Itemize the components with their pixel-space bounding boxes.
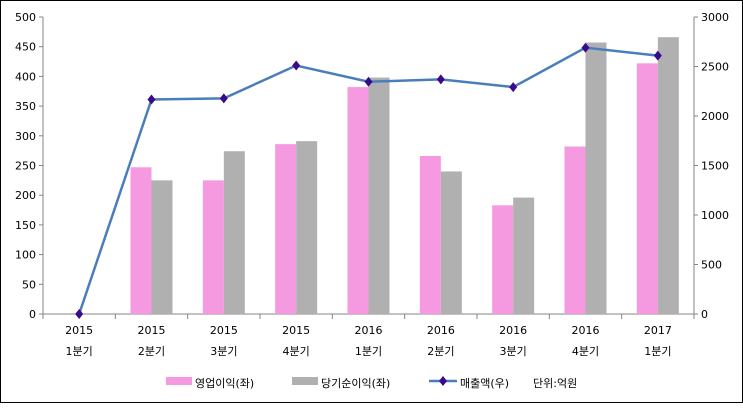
x-tick-label-year: 2016 (572, 324, 600, 337)
right-tick-label: 2500 (701, 61, 729, 74)
revenue-marker (292, 60, 301, 71)
right-tick-label: 0 (701, 308, 708, 321)
legend-label-net-income: 당기순이익(좌) (321, 377, 390, 390)
legend-label-revenue: 매출액(우) (460, 377, 509, 390)
left-tick-label: 200 (15, 189, 36, 202)
bar-net-income (585, 42, 607, 315)
x-tick-label-year: 2015 (138, 324, 166, 337)
legend-marker-revenue (439, 376, 447, 386)
left-tick-label: 0 (29, 308, 36, 321)
x-tick-label-year: 2016 (427, 324, 455, 337)
left-tick-label: 400 (15, 70, 36, 83)
x-tick-label-quarter: 2분기 (427, 345, 454, 358)
right-tick-label: 1000 (701, 209, 729, 222)
x-tick-label-quarter: 3분기 (500, 345, 527, 358)
revenue-marker (75, 309, 84, 319)
left-tick-label: 100 (15, 249, 36, 262)
bar-operating-profit (202, 180, 224, 314)
left-tick-label: 450 (15, 41, 36, 54)
left-tick-label: 150 (15, 219, 36, 232)
bar-net-income (440, 171, 462, 314)
right-tick-label: 2000 (701, 110, 729, 123)
left-tick-label: 300 (15, 130, 36, 143)
unit-note: 단위:억원 (533, 377, 577, 390)
bar-operating-profit (636, 63, 658, 314)
legend-swatch-operating-profit (166, 377, 192, 385)
x-tick-label-quarter: 1분기 (644, 345, 671, 358)
left-tick-label: 250 (15, 160, 36, 173)
bar-net-income (513, 197, 535, 314)
bar-net-income (368, 77, 390, 314)
bar-net-income (296, 141, 318, 314)
x-tick-label-quarter: 4분기 (283, 345, 310, 358)
bar-operating-profit (564, 146, 586, 314)
legend-swatch-net-income (292, 377, 318, 385)
revenue-marker (509, 82, 518, 93)
revenue-marker (219, 93, 228, 104)
legend-label-operating-profit: 영업이익(좌) (195, 377, 254, 390)
x-tick-label-quarter: 4분기 (572, 345, 599, 358)
x-tick-label-year: 2015 (210, 324, 238, 337)
left-tick-label: 500 (15, 11, 36, 24)
x-tick-label-year: 2017 (644, 324, 672, 337)
revenue-marker (581, 42, 590, 53)
bar-net-income (657, 37, 679, 315)
revenue-marker (653, 50, 662, 61)
right-tick-label: 3000 (701, 11, 729, 24)
x-tick-label-quarter: 3분기 (210, 345, 237, 358)
x-tick-label-year: 2015 (65, 324, 93, 337)
bar-net-income (151, 180, 173, 314)
revenue-marker (436, 74, 445, 85)
left-tick-label: 50 (22, 278, 36, 291)
x-tick-label-year: 2015 (282, 324, 310, 337)
revenue-marker (147, 94, 156, 105)
x-tick-label-year: 2016 (355, 324, 383, 337)
bar-operating-profit (130, 167, 152, 314)
bar-operating-profit (275, 144, 297, 314)
bar-operating-profit (419, 155, 441, 314)
bar-operating-profit (347, 87, 369, 314)
bar-operating-profit (492, 205, 514, 314)
bar-net-income (223, 151, 245, 314)
x-tick-label-quarter: 1분기 (355, 345, 382, 358)
right-tick-label: 500 (701, 259, 722, 272)
left-tick-label: 350 (15, 100, 36, 113)
revenue-marker (364, 76, 373, 87)
x-tick-label-year: 2016 (499, 324, 527, 337)
x-tick-label-quarter: 1분기 (66, 345, 93, 358)
x-tick-label-quarter: 2분기 (138, 345, 165, 358)
right-tick-label: 1500 (701, 160, 729, 173)
